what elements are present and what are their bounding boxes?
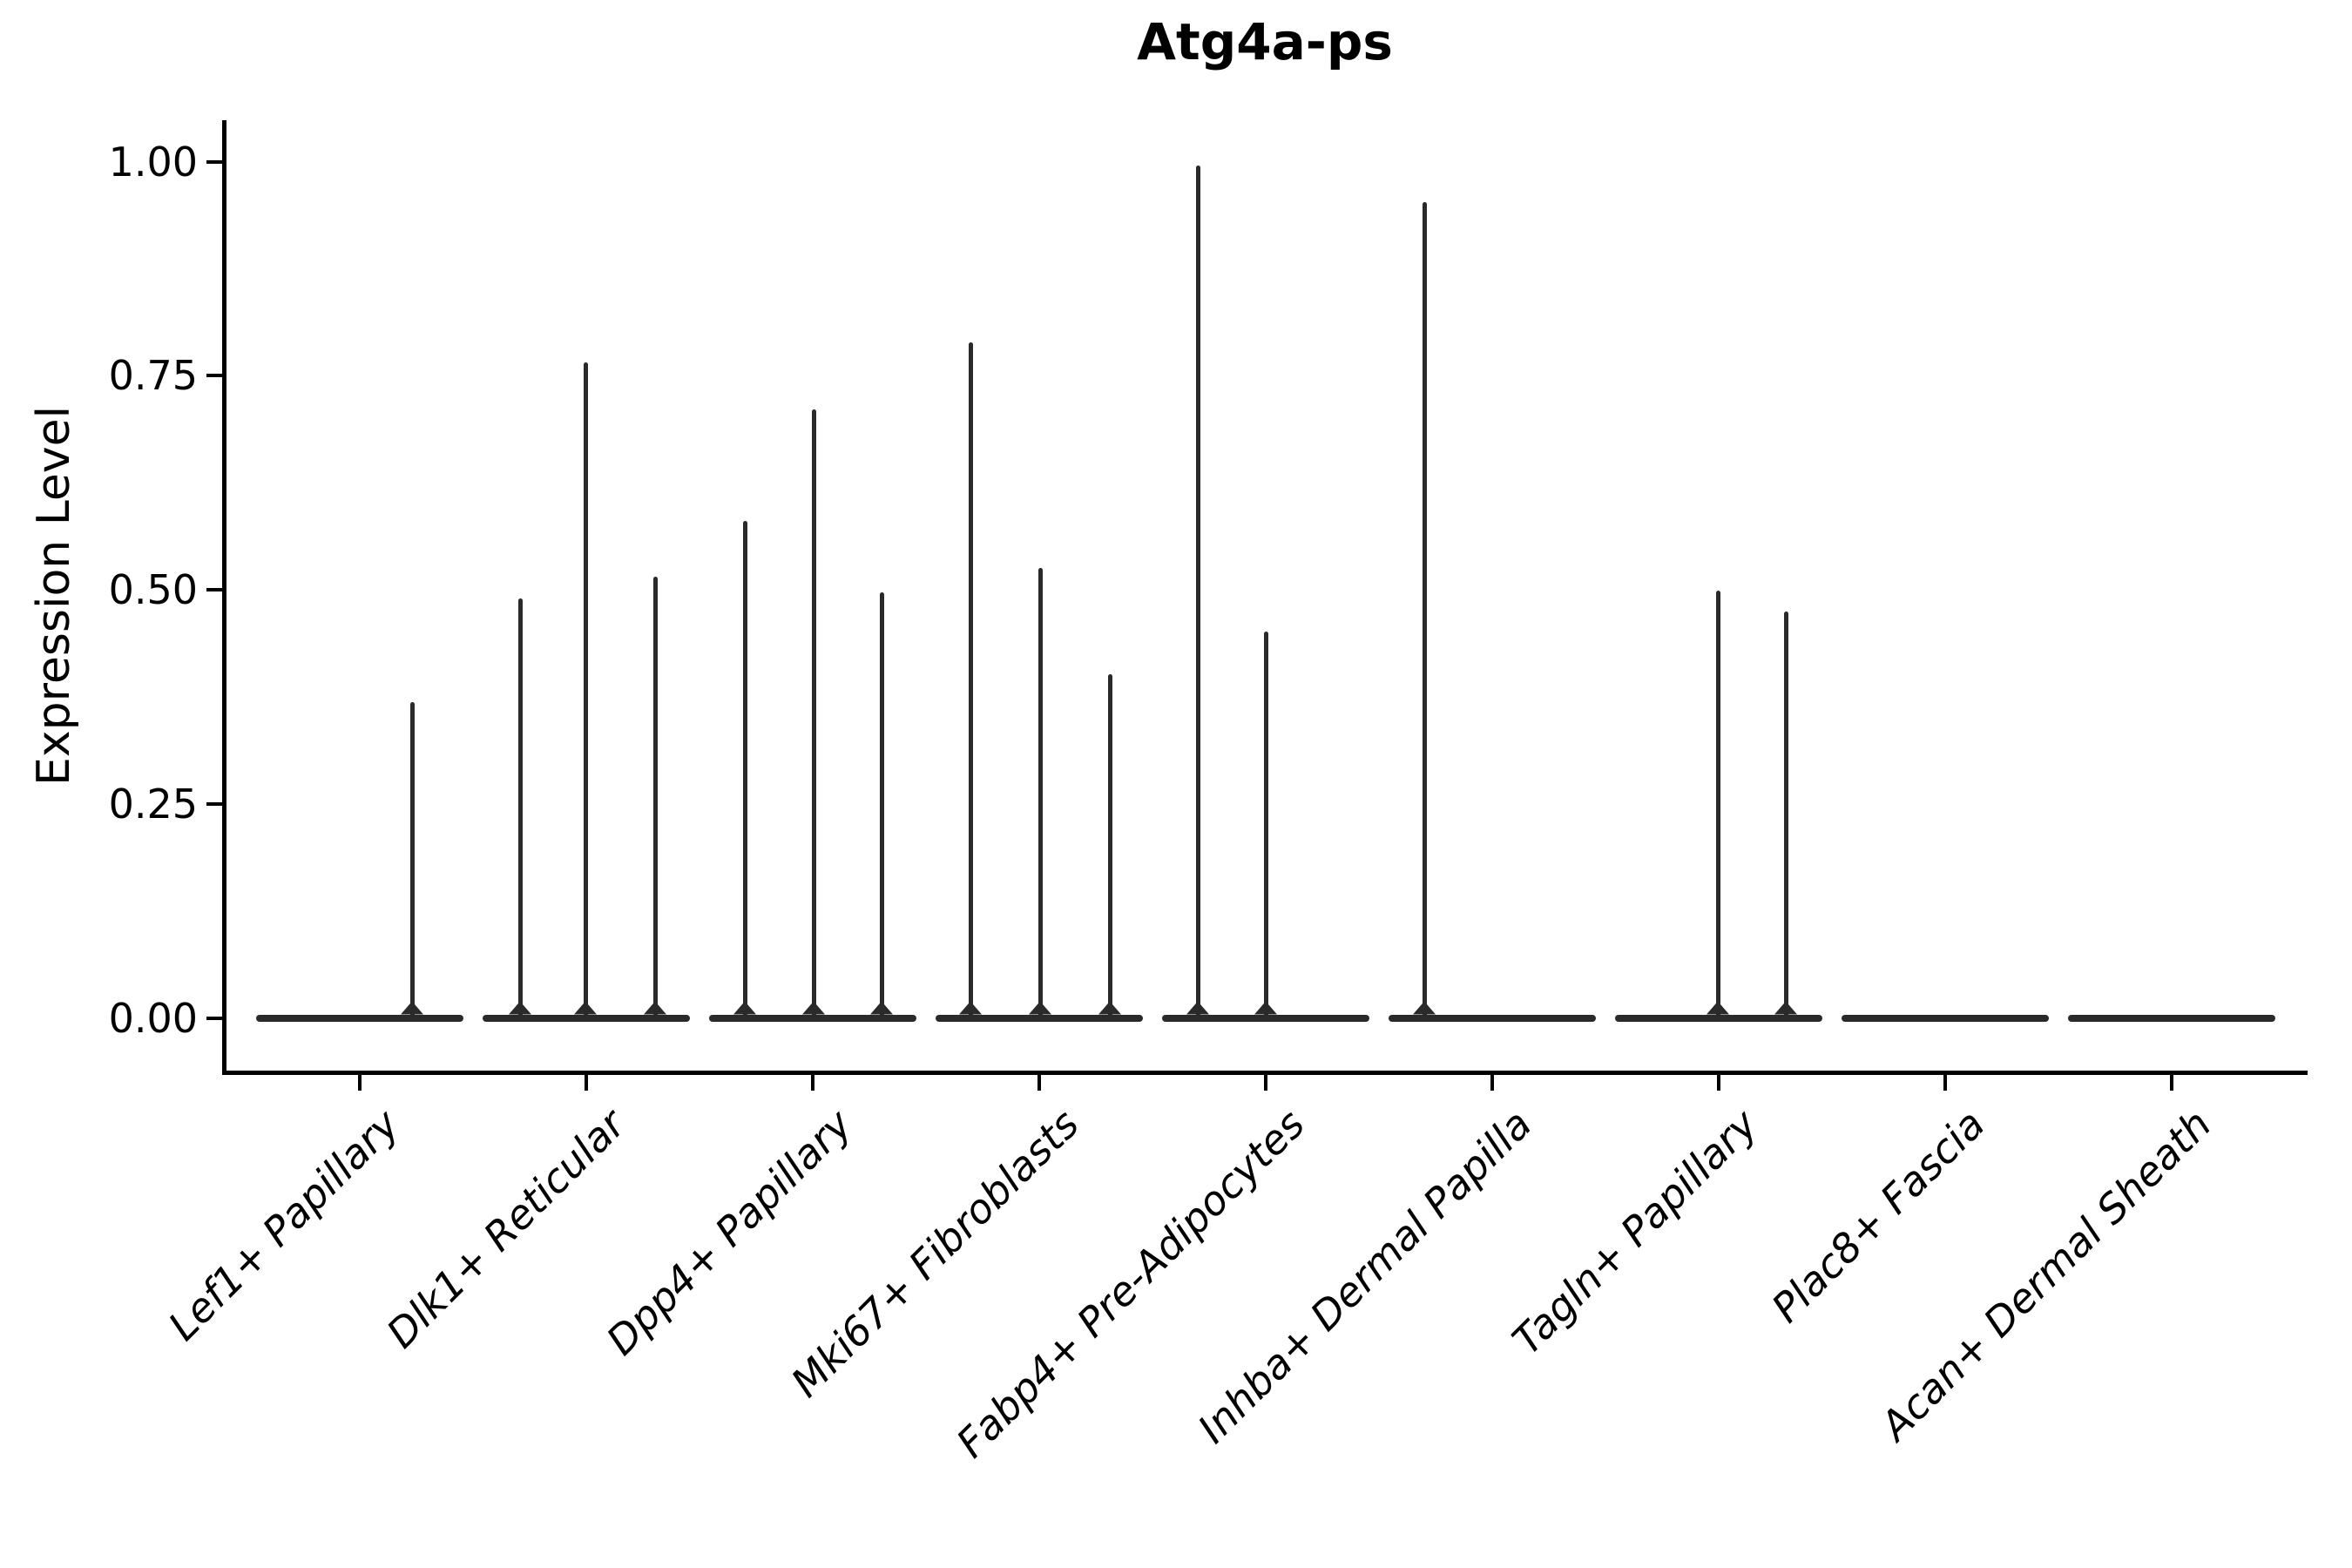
- y-tick-label: 1.00: [108, 138, 198, 186]
- x-tick-mark: [1943, 1074, 1947, 1091]
- violin-baseline: [2068, 1014, 2275, 1022]
- violin-spike-base-flare: [1029, 1001, 1051, 1015]
- y-tick-label: 0.00: [108, 994, 198, 1042]
- x-tick-mark: [585, 1074, 588, 1091]
- x-tick-label: Dlk1+ Reticular: [377, 1100, 635, 1357]
- y-tick-mark: [206, 159, 222, 164]
- violin-spike-base-flare: [1707, 1001, 1729, 1015]
- x-tick-mark: [358, 1074, 362, 1091]
- violin-spike: [1715, 591, 1720, 1020]
- violin-spike: [517, 598, 523, 1020]
- violin-spike-base-flare: [959, 1001, 982, 1015]
- violin-baseline: [1389, 1014, 1596, 1022]
- violin-spike-base-flare: [870, 1001, 893, 1015]
- violin-spike-base-flare: [574, 1001, 597, 1015]
- x-axis-spine: [222, 1071, 2308, 1075]
- x-tick-label: Tagln+ Papillary: [1504, 1100, 1767, 1364]
- y-tick-mark: [206, 374, 222, 378]
- violin-spike: [652, 577, 658, 1020]
- y-tick-mark: [206, 1016, 222, 1020]
- violin-spike: [409, 701, 415, 1020]
- y-tick-label: 0.75: [108, 352, 198, 400]
- y-tick-mark: [206, 588, 222, 592]
- y-tick-label: 0.25: [108, 780, 198, 828]
- chart-title: Atg4a-ps: [1137, 12, 1393, 71]
- y-axis-spine: [222, 120, 226, 1075]
- violin-spike-base-flare: [1098, 1001, 1121, 1015]
- violin-spike-base-flare: [509, 1001, 531, 1015]
- x-tick-mark: [1490, 1074, 1494, 1091]
- violin-spike-base-flare: [644, 1001, 666, 1015]
- violin-spike-base-flare: [1774, 1001, 1797, 1015]
- y-tick-mark: [206, 801, 222, 806]
- violin-spike: [811, 409, 816, 1020]
- violin-spike-base-flare: [1186, 1001, 1209, 1015]
- violin-spike: [1263, 632, 1268, 1020]
- violin-spike: [1195, 165, 1200, 1020]
- violin-spike: [1037, 567, 1043, 1020]
- violin-spike: [879, 592, 884, 1020]
- violin-spike-base-flare: [802, 1001, 825, 1015]
- violin-spike-base-flare: [733, 1001, 756, 1015]
- violin-spike-base-flare: [1413, 1001, 1436, 1015]
- x-tick-mark: [2170, 1074, 2173, 1091]
- violin-spike: [1783, 611, 1788, 1020]
- violin-spike-base-flare: [401, 1001, 423, 1015]
- violin-spike: [583, 362, 588, 1020]
- violin-spike: [742, 520, 747, 1020]
- x-tick-mark: [1717, 1074, 1720, 1091]
- x-tick-mark: [1264, 1074, 1267, 1091]
- x-tick-label: Lef1+ Papillary: [159, 1100, 409, 1350]
- x-tick-mark: [811, 1074, 814, 1091]
- violin-spike: [1107, 674, 1112, 1020]
- violin-baseline: [1842, 1014, 2049, 1022]
- violin-spike: [968, 342, 973, 1020]
- x-tick-mark: [1037, 1074, 1041, 1091]
- violin-spike: [1422, 201, 1427, 1020]
- x-tick-label: Dpp4+ Papillary: [597, 1100, 862, 1364]
- y-tick-label: 0.50: [108, 566, 198, 614]
- x-tick-label: Plac8+ Fascia: [1761, 1100, 1994, 1332]
- violin-baseline: [256, 1014, 463, 1022]
- violin-spike-base-flare: [1254, 1001, 1277, 1015]
